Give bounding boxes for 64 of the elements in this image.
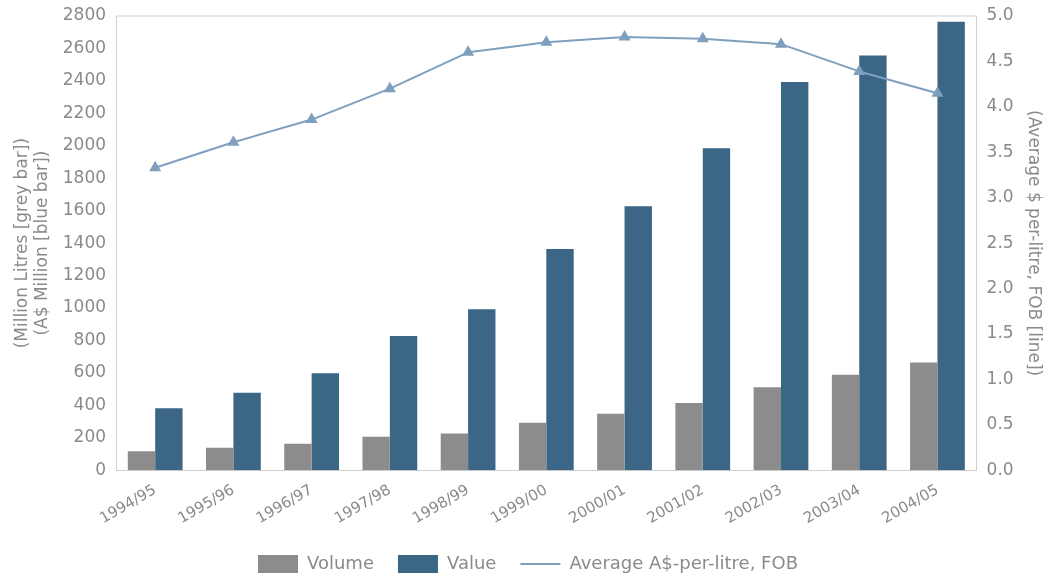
y2-tick-label: 2.5 (986, 231, 1014, 252)
y2-tick-label: 2.0 (986, 276, 1014, 297)
bar (206, 447, 234, 471)
bar (753, 387, 781, 471)
legend-label: Average A$-per-litre, FOB (569, 551, 798, 573)
y-tick-label: 400 (73, 393, 107, 414)
bar (311, 373, 340, 471)
y-tick-label: 1000 (62, 296, 107, 317)
bar (440, 433, 469, 471)
bar (859, 55, 887, 471)
y2-tick-label: 3.0 (986, 186, 1014, 207)
legend-label: Value (446, 551, 497, 573)
y-tick-label: 1600 (62, 199, 107, 220)
bar (233, 392, 261, 471)
bar (831, 374, 860, 471)
bar (546, 248, 574, 471)
y-tick-label: 800 (73, 328, 107, 349)
bar (389, 336, 418, 471)
y-tick-label: 1400 (62, 231, 107, 252)
bar (518, 422, 547, 471)
legend-label: Volume (307, 551, 374, 573)
y-tick-label: 2000 (62, 134, 107, 155)
y-tick-label: 200 (73, 426, 107, 447)
bar (284, 443, 312, 471)
bar (675, 403, 703, 471)
point (306, 113, 317, 124)
bar (624, 206, 652, 471)
y2-tick-label: 5.0 (986, 4, 1014, 25)
point (149, 161, 161, 172)
y-tick-label: 2200 (62, 101, 107, 122)
y2-tick-label: 0.0 (986, 458, 1014, 479)
y2-tick-label: 0.5 (986, 413, 1014, 434)
y-tick-label: 2600 (62, 36, 107, 57)
y2-tick-label: 1.0 (986, 367, 1014, 388)
point (853, 65, 865, 75)
point (619, 30, 630, 41)
point (697, 32, 709, 43)
y-axis-title: (Million Litres [grey bar]) (A$ Million [blue bar]) (10, 137, 52, 349)
y-tick-label: 1200 (62, 264, 107, 284)
point (462, 46, 474, 56)
point (384, 82, 396, 93)
y-tick-label: 2800 (62, 4, 107, 25)
bar (597, 413, 625, 471)
bar (781, 82, 809, 471)
y2-tick-label: 3.5 (986, 140, 1014, 161)
bar (127, 451, 156, 471)
y2-axis-title: (Average $ per-litre, FOB [line]) (1025, 110, 1046, 377)
bar (910, 362, 938, 471)
point (228, 136, 239, 146)
point (540, 36, 552, 46)
y2-tick-label: 4.0 (986, 95, 1014, 116)
bar (362, 436, 390, 471)
y-tick-label: 0 (95, 458, 107, 479)
bar (937, 21, 965, 471)
point (932, 87, 943, 97)
y-tick-label: 600 (73, 361, 107, 382)
bar (702, 148, 731, 471)
point (775, 38, 787, 48)
y-tick-label: 1800 (62, 166, 107, 187)
bar (155, 408, 183, 471)
y-tick-label: 2400 (62, 69, 107, 90)
bar (468, 309, 496, 471)
y2-tick-label: 4.5 (986, 49, 1014, 70)
y2-tick-label: 1.5 (986, 322, 1014, 343)
